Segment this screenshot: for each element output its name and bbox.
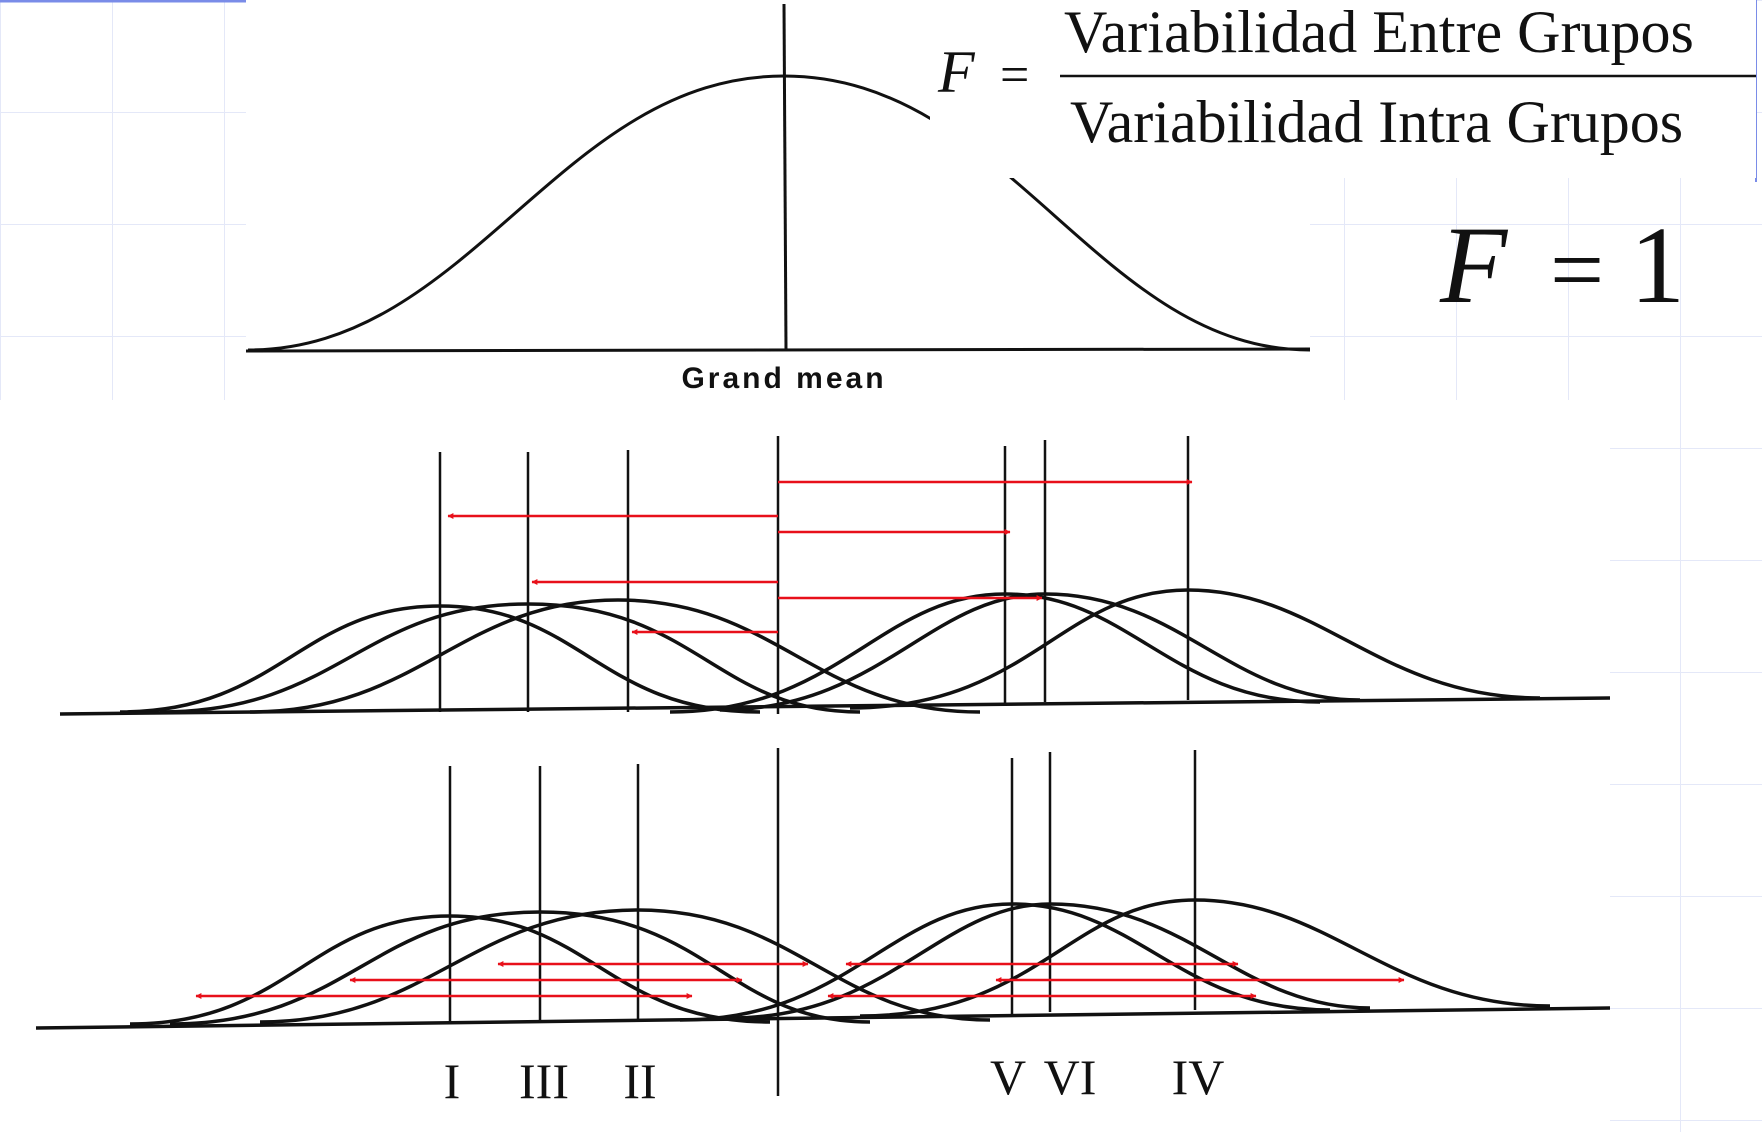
group-label-V: V: [990, 1049, 1026, 1105]
formula-f: F: [937, 39, 976, 105]
middle-baseline: [59, 696, 1611, 716]
between-groups-panel: [0, 400, 1611, 720]
group-label-IV: IV: [1172, 1049, 1225, 1105]
result-equals: =: [1550, 216, 1604, 323]
within-arrows: [195, 961, 1405, 999]
middle-curve-II: [249, 598, 981, 714]
result-value: 1: [1630, 204, 1685, 326]
formula-equals: =: [1000, 47, 1029, 104]
result-f: F: [1439, 204, 1509, 326]
bottom-baseline: [35, 1006, 1611, 1030]
group-labels: I III II V VI IV: [444, 1049, 1225, 1109]
formula-denominator: Variabilidad Intra Grupos: [1070, 89, 1683, 155]
group-label-I: I: [444, 1053, 461, 1109]
grand-mean-label: Grand mean: [681, 362, 886, 395]
within-groups-panel: I III II V VI IV: [0, 720, 1611, 1132]
group-label-VI: VI: [1044, 1049, 1097, 1105]
grand-baseline: [245, 347, 1311, 353]
group-label-II: II: [623, 1053, 656, 1109]
grand-mean-line: [782, 3, 788, 351]
group-label-III: III: [519, 1053, 569, 1109]
f-equals-result: F = 1: [1439, 204, 1685, 326]
formula-numerator: Variabilidad Entre Grupos: [1064, 0, 1694, 65]
between-arrows: [447, 479, 1193, 635]
f-ratio-formula: F = Variabilidad Entre Grupos Variabilid…: [930, 0, 1756, 178]
